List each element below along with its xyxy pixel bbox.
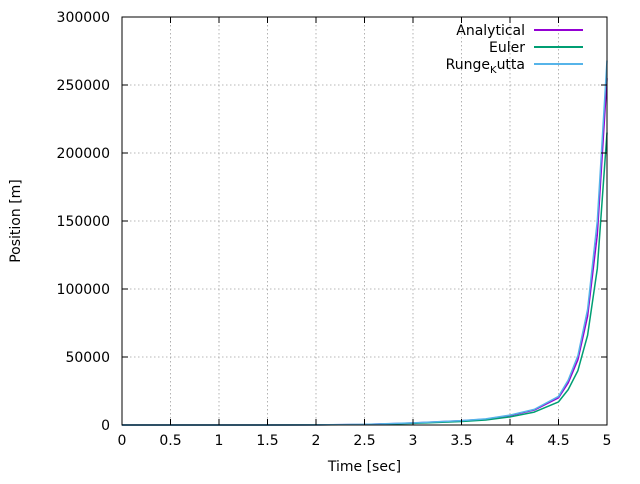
legend-label: RungeKutta <box>446 57 525 76</box>
x-tick-label: 4 <box>506 433 515 449</box>
x-axis-label: Time [sec] <box>327 459 401 475</box>
x-tick-label: 2 <box>312 433 321 449</box>
x-tick-label: 5 <box>603 433 612 449</box>
y-tick-label: 200000 <box>57 146 110 162</box>
x-tick-label: 0 <box>118 433 127 449</box>
x-tick-label: 1 <box>215 433 224 449</box>
grid <box>122 17 607 425</box>
x-tick-label: 1.5 <box>256 433 278 449</box>
x-tick-label: 4.5 <box>547 433 569 449</box>
x-tick-label: 3.5 <box>450 433 472 449</box>
y-tick-label: 250000 <box>57 78 110 94</box>
legend-label: Analytical <box>456 23 525 39</box>
y-tick-label: 150000 <box>57 214 110 230</box>
axis-labels: Time [sec] Position [m] <box>8 179 401 475</box>
x-tick-label: 0.5 <box>159 433 181 449</box>
y-tick-label: 50000 <box>65 350 110 366</box>
x-tick-label: 2.5 <box>353 433 375 449</box>
y-tick-label: 300000 <box>57 10 110 26</box>
y-tick-label: 100000 <box>57 282 110 298</box>
y-axis-label: Position [m] <box>8 179 24 263</box>
legend-label: Euler <box>489 40 525 56</box>
x-tick-label: 3 <box>409 433 418 449</box>
ticks: 0 0.5 1 1.5 2 2.5 3 3.5 4 4.5 5 0 50000 100000 150000 2… <box>57 10 612 449</box>
y-tick-label: 0 <box>101 418 110 434</box>
